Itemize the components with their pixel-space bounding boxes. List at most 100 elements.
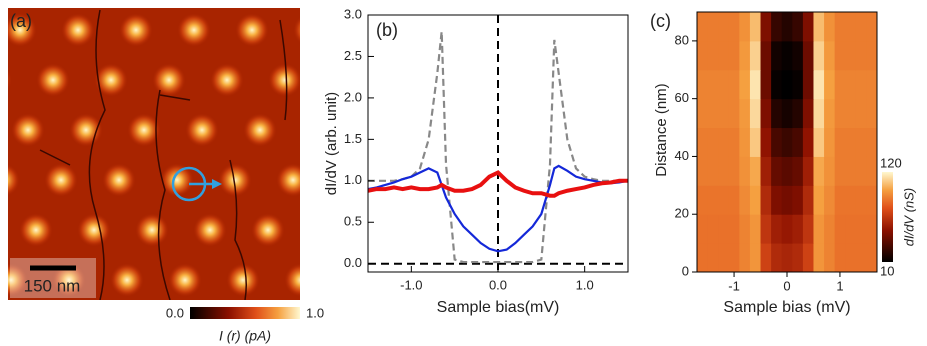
arrow-head (212, 179, 222, 189)
heatmap-cell (855, 40, 867, 71)
vortex (367, 213, 401, 247)
heatmap-cell (697, 156, 709, 186)
heatmap-cell (771, 127, 783, 157)
heatmap-cell (760, 40, 772, 71)
heatmap-cell (739, 69, 751, 100)
heatmap-cell (866, 98, 878, 129)
heatmap-cell (802, 98, 814, 129)
vortex (284, 263, 300, 297)
y-tick-label: 0.5 (344, 214, 362, 229)
y-tick-label: 60 (675, 90, 689, 105)
vortex (119, 13, 153, 47)
heatmap-cell (855, 69, 867, 100)
plot-frame (367, 14, 629, 273)
heatmap-cell (707, 12, 719, 42)
colorbar-tick-label: 10 (880, 263, 894, 278)
heatmap-cell (739, 185, 751, 215)
vortex (268, 63, 300, 97)
heatmap-cell (792, 127, 804, 157)
heatmap-cell (771, 40, 783, 71)
colorbar (190, 307, 300, 319)
vortex (193, 213, 227, 247)
colorbar-tick-label: 120 (880, 155, 902, 170)
heatmap-cell (834, 185, 846, 215)
heatmap-cell (866, 127, 878, 157)
heatmap-cell (739, 243, 751, 273)
heatmap-cell (834, 12, 846, 42)
heatmap-cell (707, 243, 719, 273)
vortex (61, 13, 95, 47)
heatmap-cell (760, 69, 772, 100)
vortex (359, 113, 393, 147)
y-tick-label: 0.0 (344, 255, 362, 270)
heatmap-cell (834, 40, 846, 71)
y-tick-label: 20 (675, 206, 689, 221)
heatmap-cell (760, 243, 772, 273)
vortex-lattice (8, 13, 401, 346)
heatmap-cell (728, 185, 740, 215)
heatmap-cell (845, 185, 857, 215)
vortex (210, 63, 244, 97)
y-tick-label: 0 (682, 263, 689, 278)
cracks (39, 9, 288, 300)
heatmap-cell (697, 185, 709, 215)
heatmap-cell (760, 127, 772, 157)
vortex (8, 69, 12, 91)
heatmap-cell (834, 127, 846, 157)
y-tick-label: 80 (675, 32, 689, 47)
x-axis-label: Sample bias(mV) (437, 299, 560, 316)
heatmap-cell (781, 12, 793, 42)
heatmap-cell (866, 69, 878, 100)
heatmap-cell (824, 12, 836, 42)
heatmap-cell (760, 98, 772, 129)
vortex (85, 313, 119, 346)
heatmap-cell (845, 243, 857, 273)
heatmap-cell (707, 214, 719, 244)
heatmap-cell (792, 214, 804, 244)
colorbar-tick-label: 0.0 (166, 305, 184, 320)
vortex (19, 213, 53, 247)
heatmap-cell (813, 185, 825, 215)
heatmap-cell (792, 98, 804, 129)
heatmap-cell (728, 156, 740, 186)
heatmap-cell (802, 156, 814, 186)
heatmap-cell (697, 12, 709, 42)
heatmap-cell (813, 243, 825, 273)
heatmap-cell (749, 214, 762, 244)
heatmap-cell (760, 12, 772, 42)
heatmap-cell (718, 214, 730, 244)
heatmap-cell (771, 98, 783, 129)
heatmap-cell (718, 156, 730, 186)
heatmap-cell (834, 69, 846, 100)
heatmap-cell (813, 127, 825, 157)
vortex (218, 163, 252, 197)
heatmap-cell (824, 185, 836, 215)
heatmap-cell (728, 69, 740, 100)
vortex (251, 213, 285, 247)
heatmap-cell (718, 127, 730, 157)
heatmap-cell (824, 214, 836, 244)
heatmap-cell (760, 214, 772, 244)
vortex (168, 263, 202, 297)
heatmap-cell (749, 243, 762, 273)
panel-b: -1.0 0.0 1.0 0.0 0.5 1.0 1.5 2.0 2.5 3.0 (b) Sample… (323, 6, 629, 316)
heatmap-cell (749, 40, 762, 71)
heatmap-cell (697, 98, 709, 129)
heatmap-cell (866, 185, 878, 215)
vortex (160, 163, 194, 197)
heatmap-cell (855, 243, 867, 273)
heatmap-cell (802, 40, 814, 71)
heatmap-cell (802, 12, 814, 42)
heatmap-cell (813, 40, 825, 71)
y-tick-label: 1.5 (344, 131, 362, 146)
heatmap-cell (771, 214, 783, 244)
heatmap-cell (866, 156, 878, 186)
heatmap-cell (697, 127, 709, 157)
heatmap-cell (749, 185, 762, 215)
colorbar-label: I (r) (pA) (219, 328, 271, 344)
heatmap-cell (781, 127, 793, 157)
heatmap-cell (771, 243, 783, 273)
heatmap-cell (781, 243, 793, 273)
y-axis-label: dI/dV (arb. unit) (323, 92, 340, 195)
